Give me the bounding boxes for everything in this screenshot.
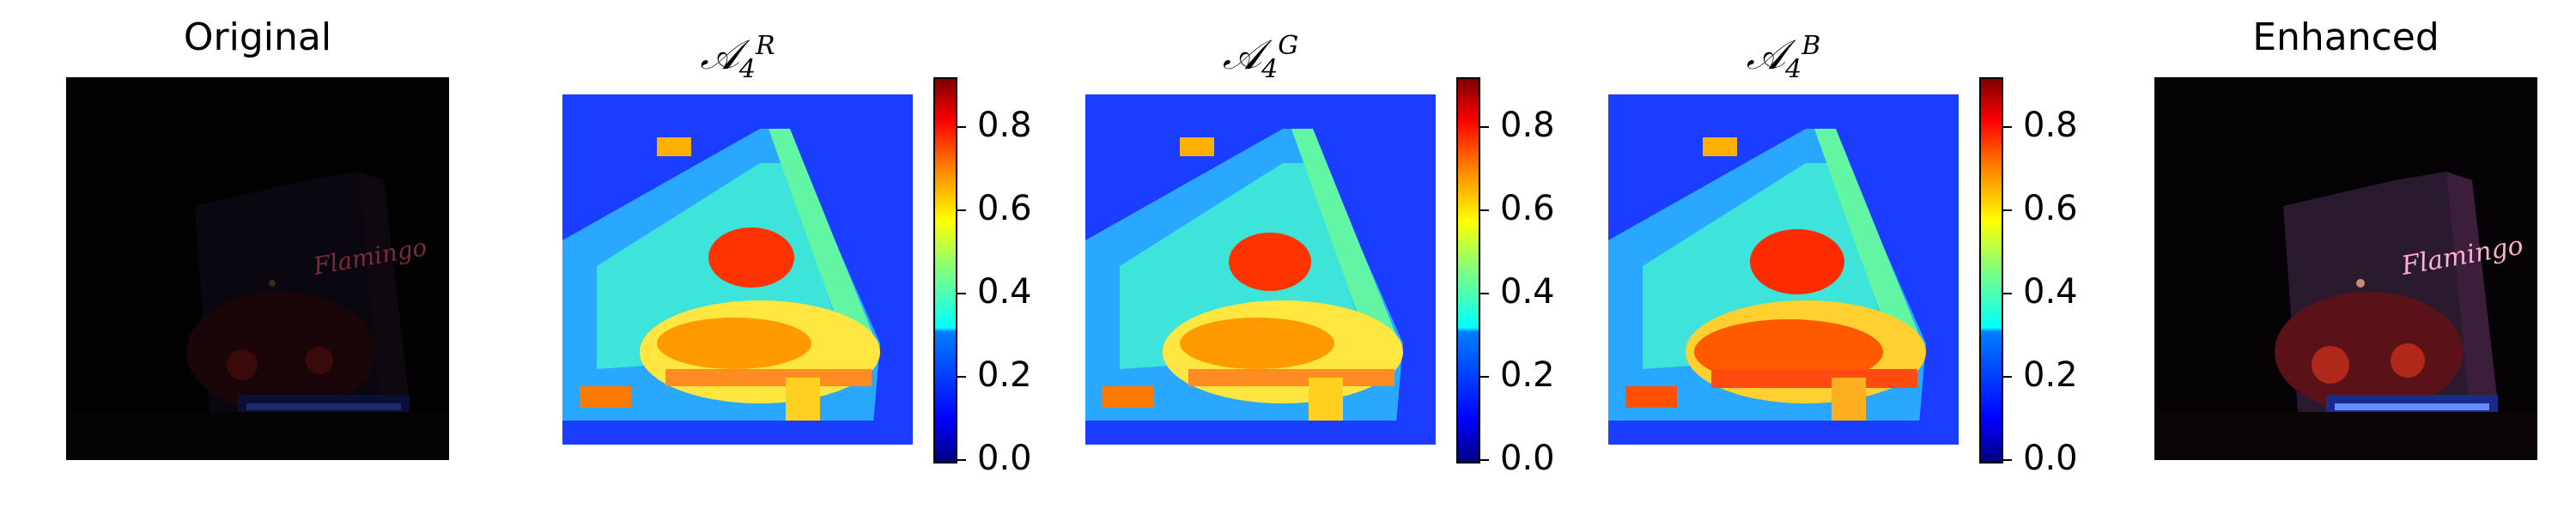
colorbar-r-tick-label: 0.0 [977, 439, 1032, 478]
colorbar-r [933, 77, 957, 464]
map-r-title: 𝒜4R [700, 31, 775, 85]
colorbar-b-tick-label: 0.4 [2023, 272, 2078, 312]
colorbar-r-tick [956, 209, 966, 211]
colorbar-b-tick [2002, 293, 2012, 294]
colorbar-g-tick [1479, 209, 1489, 211]
original-title: Original [183, 15, 332, 59]
colorbar-g-tick [1479, 376, 1489, 378]
colorbar-r-tick-label: 0.8 [977, 106, 1032, 145]
colorbar-g [1456, 77, 1480, 464]
colorbar-g-tick-label: 0.0 [1500, 439, 1555, 478]
colorbar-r-tick-label: 0.4 [977, 272, 1032, 312]
colorbar-g-tick-label: 0.8 [1500, 106, 1555, 145]
colorbar-r-tick [956, 293, 966, 294]
map-b-title: 𝒜4B [1746, 31, 1821, 85]
colorbar-g-tick [1479, 459, 1489, 461]
colorbar-r-tick [956, 126, 966, 128]
enhanced-image: Flamingo [2154, 77, 2537, 460]
colorbar-b-tick-label: 0.0 [2023, 439, 2078, 478]
colorbar-g-tick [1479, 293, 1489, 294]
enhanced-title: Enhanced [2252, 15, 2439, 59]
colorbar-b-tick-label: 0.6 [2023, 189, 2078, 228]
colorbar-b-tick-label: 0.8 [2023, 106, 2078, 145]
colorbar-b-tick [2002, 126, 2012, 128]
map-g-title: 𝒜4G [1222, 31, 1299, 85]
colorbar-b-tick-label: 0.2 [2023, 355, 2078, 395]
colorbar-r-tick [956, 376, 966, 378]
colorbar-b [1979, 77, 2003, 464]
colorbar-r-tick-label: 0.2 [977, 355, 1032, 395]
colorbar-b-tick [2002, 376, 2012, 378]
colorbar-g-tick-label: 0.4 [1500, 272, 1555, 312]
colorbar-b-tick [2002, 459, 2012, 461]
attention-map-r [562, 94, 913, 445]
colorbar-g-tick [1479, 126, 1489, 128]
colorbar-r-tick [956, 459, 966, 461]
attention-map-b [1608, 94, 1959, 445]
attention-map-g [1085, 94, 1436, 445]
colorbar-g-tick-label: 0.2 [1500, 355, 1555, 395]
colorbar-g-tick-label: 0.6 [1500, 189, 1555, 228]
colorbar-b-tick [2002, 209, 2012, 211]
colorbar-r-tick-label: 0.6 [977, 189, 1032, 228]
original-image: Flamingo [66, 77, 449, 460]
